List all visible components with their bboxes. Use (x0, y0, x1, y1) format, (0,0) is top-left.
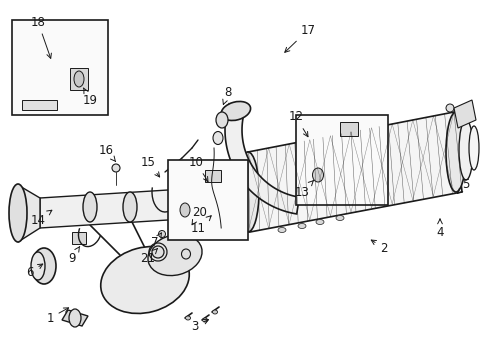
Text: 18: 18 (30, 15, 51, 58)
Ellipse shape (298, 224, 306, 229)
Ellipse shape (192, 191, 208, 221)
Text: 16: 16 (98, 144, 116, 162)
Ellipse shape (446, 112, 466, 192)
Ellipse shape (148, 234, 202, 276)
Ellipse shape (202, 318, 207, 322)
Text: 8: 8 (223, 85, 232, 104)
Text: 5: 5 (458, 179, 470, 194)
Text: 11: 11 (191, 216, 211, 234)
Ellipse shape (180, 203, 190, 217)
Ellipse shape (213, 310, 218, 314)
Ellipse shape (9, 184, 27, 242)
Polygon shape (40, 188, 200, 228)
Ellipse shape (316, 220, 324, 225)
Polygon shape (225, 104, 299, 214)
Text: 20: 20 (192, 206, 207, 225)
Ellipse shape (469, 126, 479, 170)
Polygon shape (70, 68, 88, 90)
Text: 13: 13 (294, 181, 314, 198)
Text: 2: 2 (371, 240, 388, 255)
Ellipse shape (69, 309, 81, 327)
Text: 15: 15 (141, 156, 160, 177)
Ellipse shape (32, 248, 56, 284)
Text: 4: 4 (436, 219, 444, 238)
Ellipse shape (237, 152, 259, 232)
Ellipse shape (459, 120, 473, 180)
Bar (12, 20, 108, 115)
Text: 19: 19 (82, 88, 98, 107)
Text: 3: 3 (191, 320, 209, 333)
Text: 6: 6 (26, 264, 43, 279)
Bar (205, 170, 221, 182)
Bar (296, 115, 388, 205)
Ellipse shape (123, 192, 137, 222)
Ellipse shape (313, 168, 323, 182)
Ellipse shape (181, 249, 191, 259)
Ellipse shape (336, 216, 344, 220)
Ellipse shape (101, 247, 189, 314)
Text: 12: 12 (289, 111, 308, 137)
Polygon shape (72, 232, 86, 244)
Polygon shape (18, 185, 40, 242)
Bar (168, 160, 248, 240)
Ellipse shape (83, 192, 97, 222)
Ellipse shape (74, 71, 84, 87)
Ellipse shape (213, 131, 223, 144)
Text: 17: 17 (285, 23, 316, 52)
Text: 7: 7 (151, 233, 161, 249)
Polygon shape (62, 310, 88, 326)
Ellipse shape (216, 112, 228, 128)
Ellipse shape (152, 246, 164, 258)
Polygon shape (454, 100, 476, 128)
Polygon shape (248, 112, 462, 232)
Text: 14: 14 (30, 210, 52, 226)
Bar (340, 122, 358, 136)
Text: 21: 21 (141, 248, 157, 265)
Ellipse shape (112, 164, 120, 172)
Ellipse shape (221, 102, 250, 121)
Bar (22, 100, 57, 110)
Ellipse shape (278, 228, 286, 233)
Ellipse shape (186, 316, 191, 320)
Text: 10: 10 (189, 156, 208, 182)
Ellipse shape (158, 230, 166, 238)
Text: 1: 1 (46, 308, 69, 324)
Text: 9: 9 (68, 246, 80, 265)
Ellipse shape (31, 252, 45, 280)
Ellipse shape (446, 104, 454, 112)
